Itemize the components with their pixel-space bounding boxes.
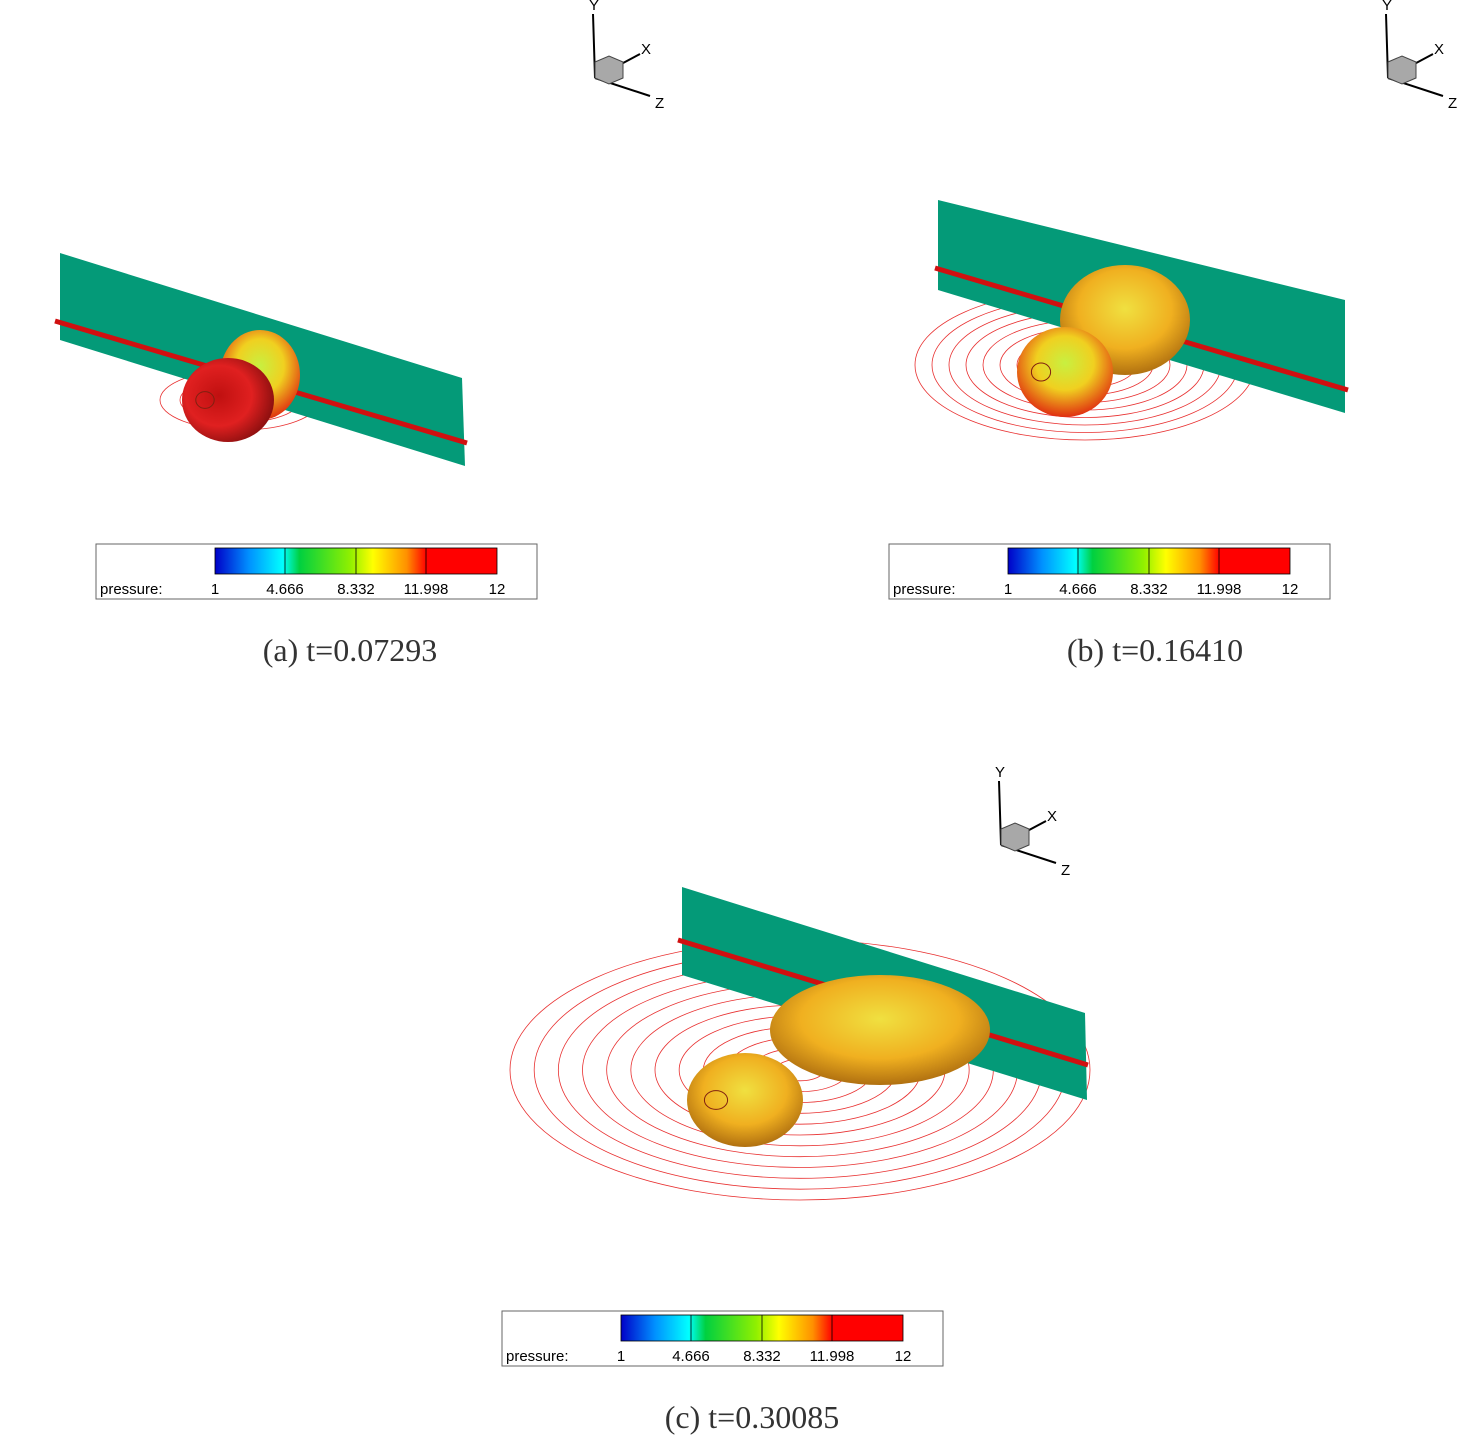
axis-cube <box>1387 55 1417 85</box>
axis-label-y: Y <box>995 764 1005 781</box>
axis-label-z: Z <box>1061 862 1070 879</box>
legend-label: pressure: <box>893 581 956 598</box>
caption: (b) t=0.16410 <box>1067 632 1243 668</box>
axis-label-x: X <box>1434 41 1444 58</box>
iso-surface-core <box>703 1090 729 1110</box>
legend-tick: 12 <box>895 1348 912 1365</box>
legend-tick: 1 <box>1004 581 1012 598</box>
legend-tick: 4.666 <box>266 581 304 598</box>
iso-surface-core <box>1030 362 1052 382</box>
axis-label-z: Z <box>655 95 664 112</box>
legend-tick: 8.332 <box>1130 581 1168 598</box>
axis-label-y: Y <box>1382 0 1392 14</box>
legend-label: pressure: <box>506 1348 569 1365</box>
legend-tick: 11.998 <box>404 581 449 598</box>
legend-tick: 11.998 <box>1197 581 1242 598</box>
caption: (a) t=0.07293 <box>263 632 437 668</box>
axis-cube <box>1000 822 1030 852</box>
axis-cube <box>594 55 624 85</box>
axis-label-x: X <box>1047 808 1057 825</box>
iso-surface <box>182 358 274 442</box>
legend-tick: 8.332 <box>743 1348 781 1365</box>
caption: (c) t=0.30085 <box>665 1399 839 1435</box>
legend-tick: 4.666 <box>1059 581 1097 598</box>
iso-surface <box>687 1053 803 1147</box>
legend-tick: 12 <box>489 581 506 598</box>
legend-tick: 4.666 <box>672 1348 710 1365</box>
legend-tick: 1 <box>211 581 219 598</box>
legend-label: pressure: <box>100 581 163 598</box>
legend-tick: 8.332 <box>337 581 375 598</box>
iso-surface-core <box>195 391 215 409</box>
legend-tick: 12 <box>1282 581 1299 598</box>
legend-tick: 1 <box>617 1348 625 1365</box>
axis-label-y: Y <box>589 0 599 14</box>
iso-surface <box>1017 327 1113 417</box>
iso-surface <box>770 975 990 1085</box>
legend-tick: 11.998 <box>810 1348 855 1365</box>
axis-label-x: X <box>641 41 651 58</box>
axis-label-z: Z <box>1448 95 1457 112</box>
